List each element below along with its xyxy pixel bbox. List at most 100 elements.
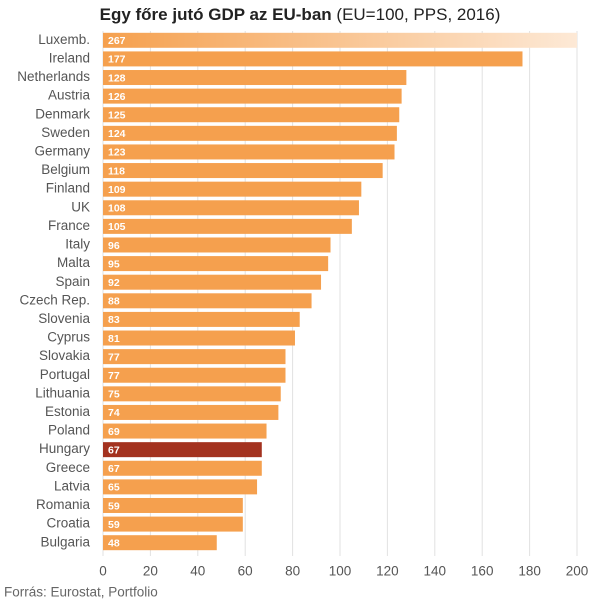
- chart-title: Egy főre jutó GDP az EU-ban (EU=100, PPS…: [100, 5, 501, 24]
- bar: [103, 144, 395, 160]
- bar: [103, 367, 286, 383]
- x-tick-label: 200: [566, 564, 589, 579]
- category-label: Lithuania: [35, 385, 90, 400]
- bar: [103, 460, 262, 476]
- value-label: 125: [108, 110, 126, 122]
- bar: [103, 200, 359, 216]
- bar: [103, 423, 267, 439]
- bar: [103, 404, 279, 420]
- value-label: 81: [108, 333, 120, 345]
- bar: [103, 386, 281, 402]
- value-label: 95: [108, 258, 120, 270]
- category-label: Netherlands: [17, 69, 90, 84]
- category-label: Portugal: [40, 367, 90, 382]
- value-label: 59: [108, 519, 120, 531]
- category-label: Malta: [57, 255, 91, 270]
- category-label: Slovakia: [39, 348, 91, 363]
- value-label: 267: [108, 35, 126, 47]
- value-label: 92: [108, 277, 120, 289]
- bar: [103, 535, 217, 551]
- bar: [103, 32, 577, 48]
- bar: [103, 349, 286, 365]
- value-label: 77: [108, 370, 120, 382]
- category-label: Germany: [34, 144, 90, 159]
- category-label: Czech Rep.: [19, 292, 90, 307]
- category-label: Luxemb.: [38, 32, 90, 47]
- category-label: Estonia: [45, 404, 91, 419]
- category-label: France: [48, 218, 90, 233]
- bar: [103, 70, 407, 86]
- x-tick-label: 80: [285, 564, 300, 579]
- category-label: Denmark: [35, 106, 90, 121]
- value-label: 105: [108, 221, 126, 233]
- value-label: 177: [108, 54, 126, 66]
- category-label: Sweden: [41, 125, 90, 140]
- value-label: 59: [108, 500, 120, 512]
- bar: [103, 107, 400, 123]
- x-tick-label: 0: [99, 564, 107, 579]
- category-label: Spain: [55, 274, 90, 289]
- category-label: Romania: [36, 497, 91, 512]
- category-label: Slovenia: [38, 311, 90, 326]
- value-label: 77: [108, 351, 120, 363]
- bar: [103, 218, 352, 234]
- value-label: 109: [108, 184, 126, 196]
- value-label: 126: [108, 91, 126, 103]
- category-label: Italy: [65, 237, 90, 252]
- category-label: UK: [71, 199, 90, 214]
- bar: [103, 311, 300, 327]
- value-label: 67: [108, 444, 120, 456]
- bar: [103, 237, 331, 253]
- bar: [103, 274, 322, 290]
- value-label: 69: [108, 426, 120, 438]
- bar: [103, 497, 243, 513]
- bar: [103, 516, 243, 532]
- bar: [103, 442, 262, 458]
- category-label: Latvia: [54, 478, 91, 493]
- x-tick-label: 120: [376, 564, 399, 579]
- category-label: Greece: [46, 460, 90, 475]
- x-tick-label: 180: [518, 564, 541, 579]
- bar: [103, 181, 362, 197]
- x-tick-label: 20: [143, 564, 158, 579]
- category-label: Poland: [48, 423, 90, 438]
- bar: [103, 163, 383, 179]
- category-label: Austria: [48, 88, 91, 103]
- bar: [103, 479, 258, 495]
- x-tick-label: 140: [424, 564, 447, 579]
- value-label: 96: [108, 240, 120, 252]
- x-tick-label: 160: [471, 564, 494, 579]
- category-label: Belgium: [41, 162, 90, 177]
- bar: [103, 125, 397, 141]
- x-tick-label: 40: [190, 564, 205, 579]
- bar: [103, 256, 329, 272]
- value-label: 67: [108, 463, 120, 475]
- x-tick-label: 100: [329, 564, 352, 579]
- category-label: Hungary: [39, 441, 90, 456]
- category-label: Bulgaria: [40, 534, 90, 549]
- title-sub: (EU=100, PPS, 2016): [336, 5, 500, 24]
- category-label: Croatia: [46, 516, 90, 531]
- category-label: Finland: [46, 181, 90, 196]
- value-label: 118: [108, 165, 125, 177]
- bar: [103, 330, 295, 346]
- value-label: 123: [108, 147, 126, 159]
- value-label: 83: [108, 314, 120, 326]
- value-label: 124: [108, 128, 126, 140]
- category-label: Ireland: [49, 50, 90, 65]
- title-main: Egy főre jutó GDP az EU-ban: [100, 5, 332, 24]
- value-label: 88: [108, 296, 120, 308]
- bar: [103, 293, 312, 309]
- value-label: 75: [108, 389, 120, 401]
- bar: [103, 88, 402, 104]
- value-label: 65: [108, 482, 120, 494]
- bar: [103, 51, 523, 67]
- x-tick-label: 60: [238, 564, 253, 579]
- source: Forrás: Eurostat, Portfolio: [4, 585, 158, 600]
- category-label: Cyprus: [47, 330, 90, 345]
- value-label: 108: [108, 203, 126, 215]
- value-label: 128: [108, 72, 126, 84]
- value-label: 74: [108, 407, 120, 419]
- value-label: 48: [108, 537, 120, 549]
